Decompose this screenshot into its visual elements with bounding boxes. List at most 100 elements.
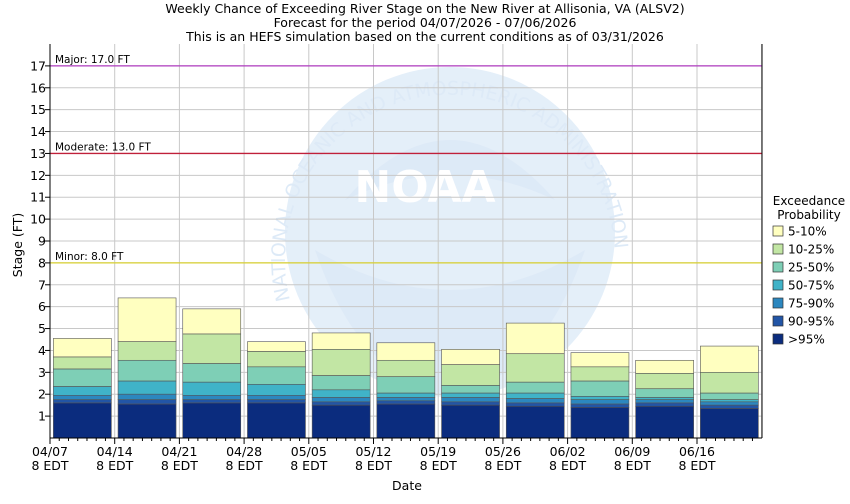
legend-label-2: 25-50%	[788, 261, 834, 275]
bar-segment-3-0	[247, 402, 306, 439]
threshold-label-0: Major: 17.0 FT	[55, 54, 130, 66]
bar-segment-2-2	[182, 395, 242, 400]
bar-segment-3-2	[247, 395, 306, 400]
bar-segment-5-1	[376, 400, 436, 405]
x-tick-label-date-7: 05/26	[485, 444, 521, 459]
bar-segment-2-0	[182, 402, 242, 439]
x-tick-label-time-7: 8 EDT	[484, 458, 521, 473]
bar-segment-4-1	[311, 401, 371, 406]
bar-segment-2-6	[182, 308, 242, 335]
y-tick-label-2: 3	[38, 365, 46, 380]
x-tick-label-date-3: 04/28	[226, 444, 262, 459]
bar-segment-0-1	[53, 399, 112, 404]
bar-segment-4-2	[311, 397, 371, 403]
chart-subtitle-period: Forecast for the period 04/07/2026 - 07/…	[274, 15, 577, 30]
bar-segment-5-4	[376, 376, 436, 394]
x-tick-label-date-8: 06/02	[550, 444, 586, 459]
legend-swatch-3	[772, 279, 784, 291]
bar-segment-9-3	[635, 397, 694, 400]
bar-segment-0-6	[53, 338, 112, 358]
y-tick-label-10: 11	[30, 190, 46, 205]
bar-segment-9-2	[635, 399, 694, 404]
x-tick-label-time-5: 8 EDT	[355, 458, 392, 473]
x-tick-label-time-9: 8 EDT	[614, 458, 651, 473]
legend-label-4: 75-90%	[788, 297, 834, 311]
bars	[53, 297, 759, 439]
bar-segment-2-1	[182, 399, 242, 404]
x-tick-label-time-8: 8 EDT	[549, 458, 586, 473]
bar-segment-9-4	[635, 388, 694, 398]
x-tick-label-time-3: 8 EDT	[226, 458, 263, 473]
y-axis-label: Stage (FT)	[10, 213, 25, 277]
bar-segment-6-4	[441, 385, 500, 394]
bar-segment-5-0	[376, 403, 436, 439]
y-tick-label-11: 12	[30, 168, 46, 183]
bar-segment-6-0	[441, 404, 500, 439]
bar-segment-10-4	[700, 392, 759, 400]
legend-label-5: 90-95%	[788, 315, 834, 329]
bar-segment-9-1	[635, 402, 694, 407]
bar-segment-0-3	[53, 386, 112, 396]
legend-swatch-4	[772, 297, 784, 309]
y-tick-label-4: 5	[38, 321, 46, 336]
bar-segment-0-2	[53, 395, 112, 400]
x-tick-label-date-9: 06/09	[614, 444, 650, 459]
bar-segment-7-6	[505, 322, 565, 355]
legend-swatch-2	[772, 261, 784, 273]
bar-segment-4-3	[311, 389, 371, 398]
bar-segment-5-5	[376, 359, 436, 378]
bar-segment-2-4	[182, 363, 242, 383]
bar-segment-1-6	[117, 297, 177, 342]
legend-label-3: 50-75%	[788, 279, 834, 293]
bar-segment-8-2	[570, 399, 630, 405]
legend: 5-10% 10-25% 25-50% 50-75% 75-90% 90-95% >95%	[772, 225, 834, 347]
x-tick-label-date-6: 05/19	[420, 444, 456, 459]
x-axis-label: Date	[392, 478, 422, 493]
x-tick-label-time-1: 8 EDT	[96, 458, 133, 473]
bar-segment-10-1	[700, 404, 759, 409]
bar-segment-10-0	[700, 408, 759, 439]
bar-segment-1-5	[117, 341, 177, 361]
legend-title-2: Probability	[777, 208, 840, 222]
x-tick-label-date-4: 05/05	[291, 444, 327, 459]
bar-segment-9-0	[635, 405, 694, 439]
y-tick-label-5: 6	[38, 299, 46, 314]
y-tick-label-13: 14	[30, 124, 46, 139]
bar-segment-0-5	[53, 356, 112, 370]
bar-segment-9-5	[635, 373, 694, 390]
bar-segment-1-3	[117, 380, 177, 395]
x-tick-label-time-4: 8 EDT	[290, 458, 327, 473]
bar-segment-4-6	[311, 332, 371, 350]
bar-segment-8-0	[570, 407, 630, 439]
bar-segment-3-1	[247, 399, 306, 404]
bar-segment-7-4	[505, 381, 565, 394]
y-tick-label-15: 16	[30, 80, 46, 95]
bar-segment-1-0	[117, 403, 177, 439]
bar-segment-3-3	[247, 384, 306, 396]
bar-segment-8-6	[570, 352, 630, 368]
y-tick-label-6: 7	[38, 277, 46, 292]
x-tick-label-date-5: 05/12	[355, 444, 391, 459]
y-tick-label-16: 17	[30, 58, 46, 73]
y-tick-label-0: 1	[38, 409, 46, 424]
legend-swatch-6	[772, 333, 784, 345]
y-tick-label-12: 13	[30, 146, 46, 161]
bar-segment-0-0	[53, 402, 112, 439]
x-tick-label-date-10: 06/16	[679, 444, 715, 459]
y-tick-label-14: 15	[30, 102, 46, 117]
x-tick-label-date-0: 04/07	[32, 444, 68, 459]
bar-segment-8-5	[570, 366, 630, 382]
x-tick-label-date-1: 04/14	[97, 444, 133, 459]
bar-segment-4-4	[311, 375, 371, 391]
bar-segment-1-1	[117, 399, 177, 405]
bar-segment-7-0	[505, 405, 565, 439]
y-tick-label-3: 4	[38, 343, 46, 358]
bar-segment-7-1	[505, 402, 565, 407]
chart-title: Weekly Chance of Exceeding River Stage o…	[165, 1, 684, 16]
x-tick-label-date-2: 04/21	[161, 444, 197, 459]
y-tick-label-9: 10	[30, 212, 46, 227]
bar-segment-5-2	[376, 397, 436, 402]
